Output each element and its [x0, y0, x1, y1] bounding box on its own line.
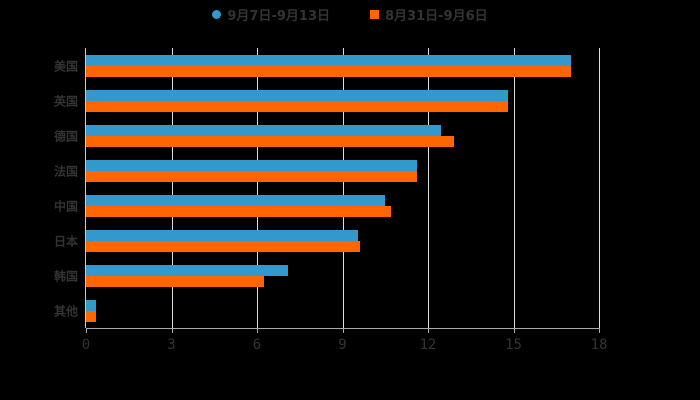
x-tick-label: 3 — [167, 337, 176, 353]
y-axis-line — [85, 48, 86, 328]
y-category-label: 德国 — [53, 129, 78, 143]
legend-label: 8月31日-9月6日 — [385, 8, 488, 24]
x-tick-label: 12 — [419, 337, 437, 353]
bar[interactable] — [86, 159, 417, 171]
y-category-label: 美国 — [53, 59, 78, 73]
y-category-label: 英国 — [53, 94, 78, 108]
legend-square-icon — [370, 9, 379, 19]
x-tick — [171, 328, 173, 333]
bar[interactable] — [86, 299, 96, 311]
bar[interactable] — [86, 275, 265, 287]
legend-circle-icon — [212, 9, 222, 19]
bar[interactable] — [86, 89, 508, 101]
bar[interactable] — [86, 65, 571, 77]
gridline — [428, 48, 429, 328]
x-tick-label: 9 — [338, 337, 347, 353]
x-tick-label: 18 — [590, 337, 608, 353]
legend-item-series-2[interactable]: 8月31日-9月6日 — [370, 4, 488, 24]
gridline — [513, 48, 515, 328]
gridline — [171, 48, 173, 328]
legend-item-series-1[interactable]: 9月7日-9月13日 — [212, 4, 330, 24]
bar[interactable] — [86, 54, 571, 66]
x-tick-label: 0 — [81, 337, 91, 353]
x-tick — [428, 328, 429, 333]
plot-area — [85, 48, 600, 333]
bar[interactable] — [86, 170, 417, 182]
bar[interactable] — [86, 229, 359, 241]
y-category-label: 其他 — [53, 304, 78, 318]
x-tick-label: 6 — [252, 337, 262, 353]
x-tick — [599, 328, 600, 333]
bar[interactable] — [86, 205, 391, 217]
bar[interactable] — [86, 310, 96, 322]
bar[interactable] — [86, 135, 454, 147]
x-tick — [86, 328, 87, 333]
bar[interactable] — [86, 124, 441, 136]
gridline — [599, 48, 600, 328]
y-category-label: 韩国 — [53, 269, 78, 283]
bar[interactable] — [86, 264, 289, 276]
x-tick — [257, 328, 258, 333]
legend-label: 9月7日-9月13日 — [227, 8, 330, 24]
gridline — [257, 48, 258, 328]
y-category-label: 日本 — [53, 234, 78, 248]
x-tick — [513, 328, 515, 333]
x-tick — [342, 328, 344, 333]
legend: 9月7日-9月13日 8月31日-9月6日 — [0, 4, 700, 24]
bar[interactable] — [86, 194, 386, 206]
x-tick-label: 15 — [505, 337, 522, 353]
y-category-label: 法国 — [53, 164, 78, 178]
y-category-label: 中国 — [53, 199, 78, 213]
gridline — [342, 48, 344, 328]
bar[interactable] — [86, 240, 360, 252]
bar[interactable] — [86, 100, 508, 112]
